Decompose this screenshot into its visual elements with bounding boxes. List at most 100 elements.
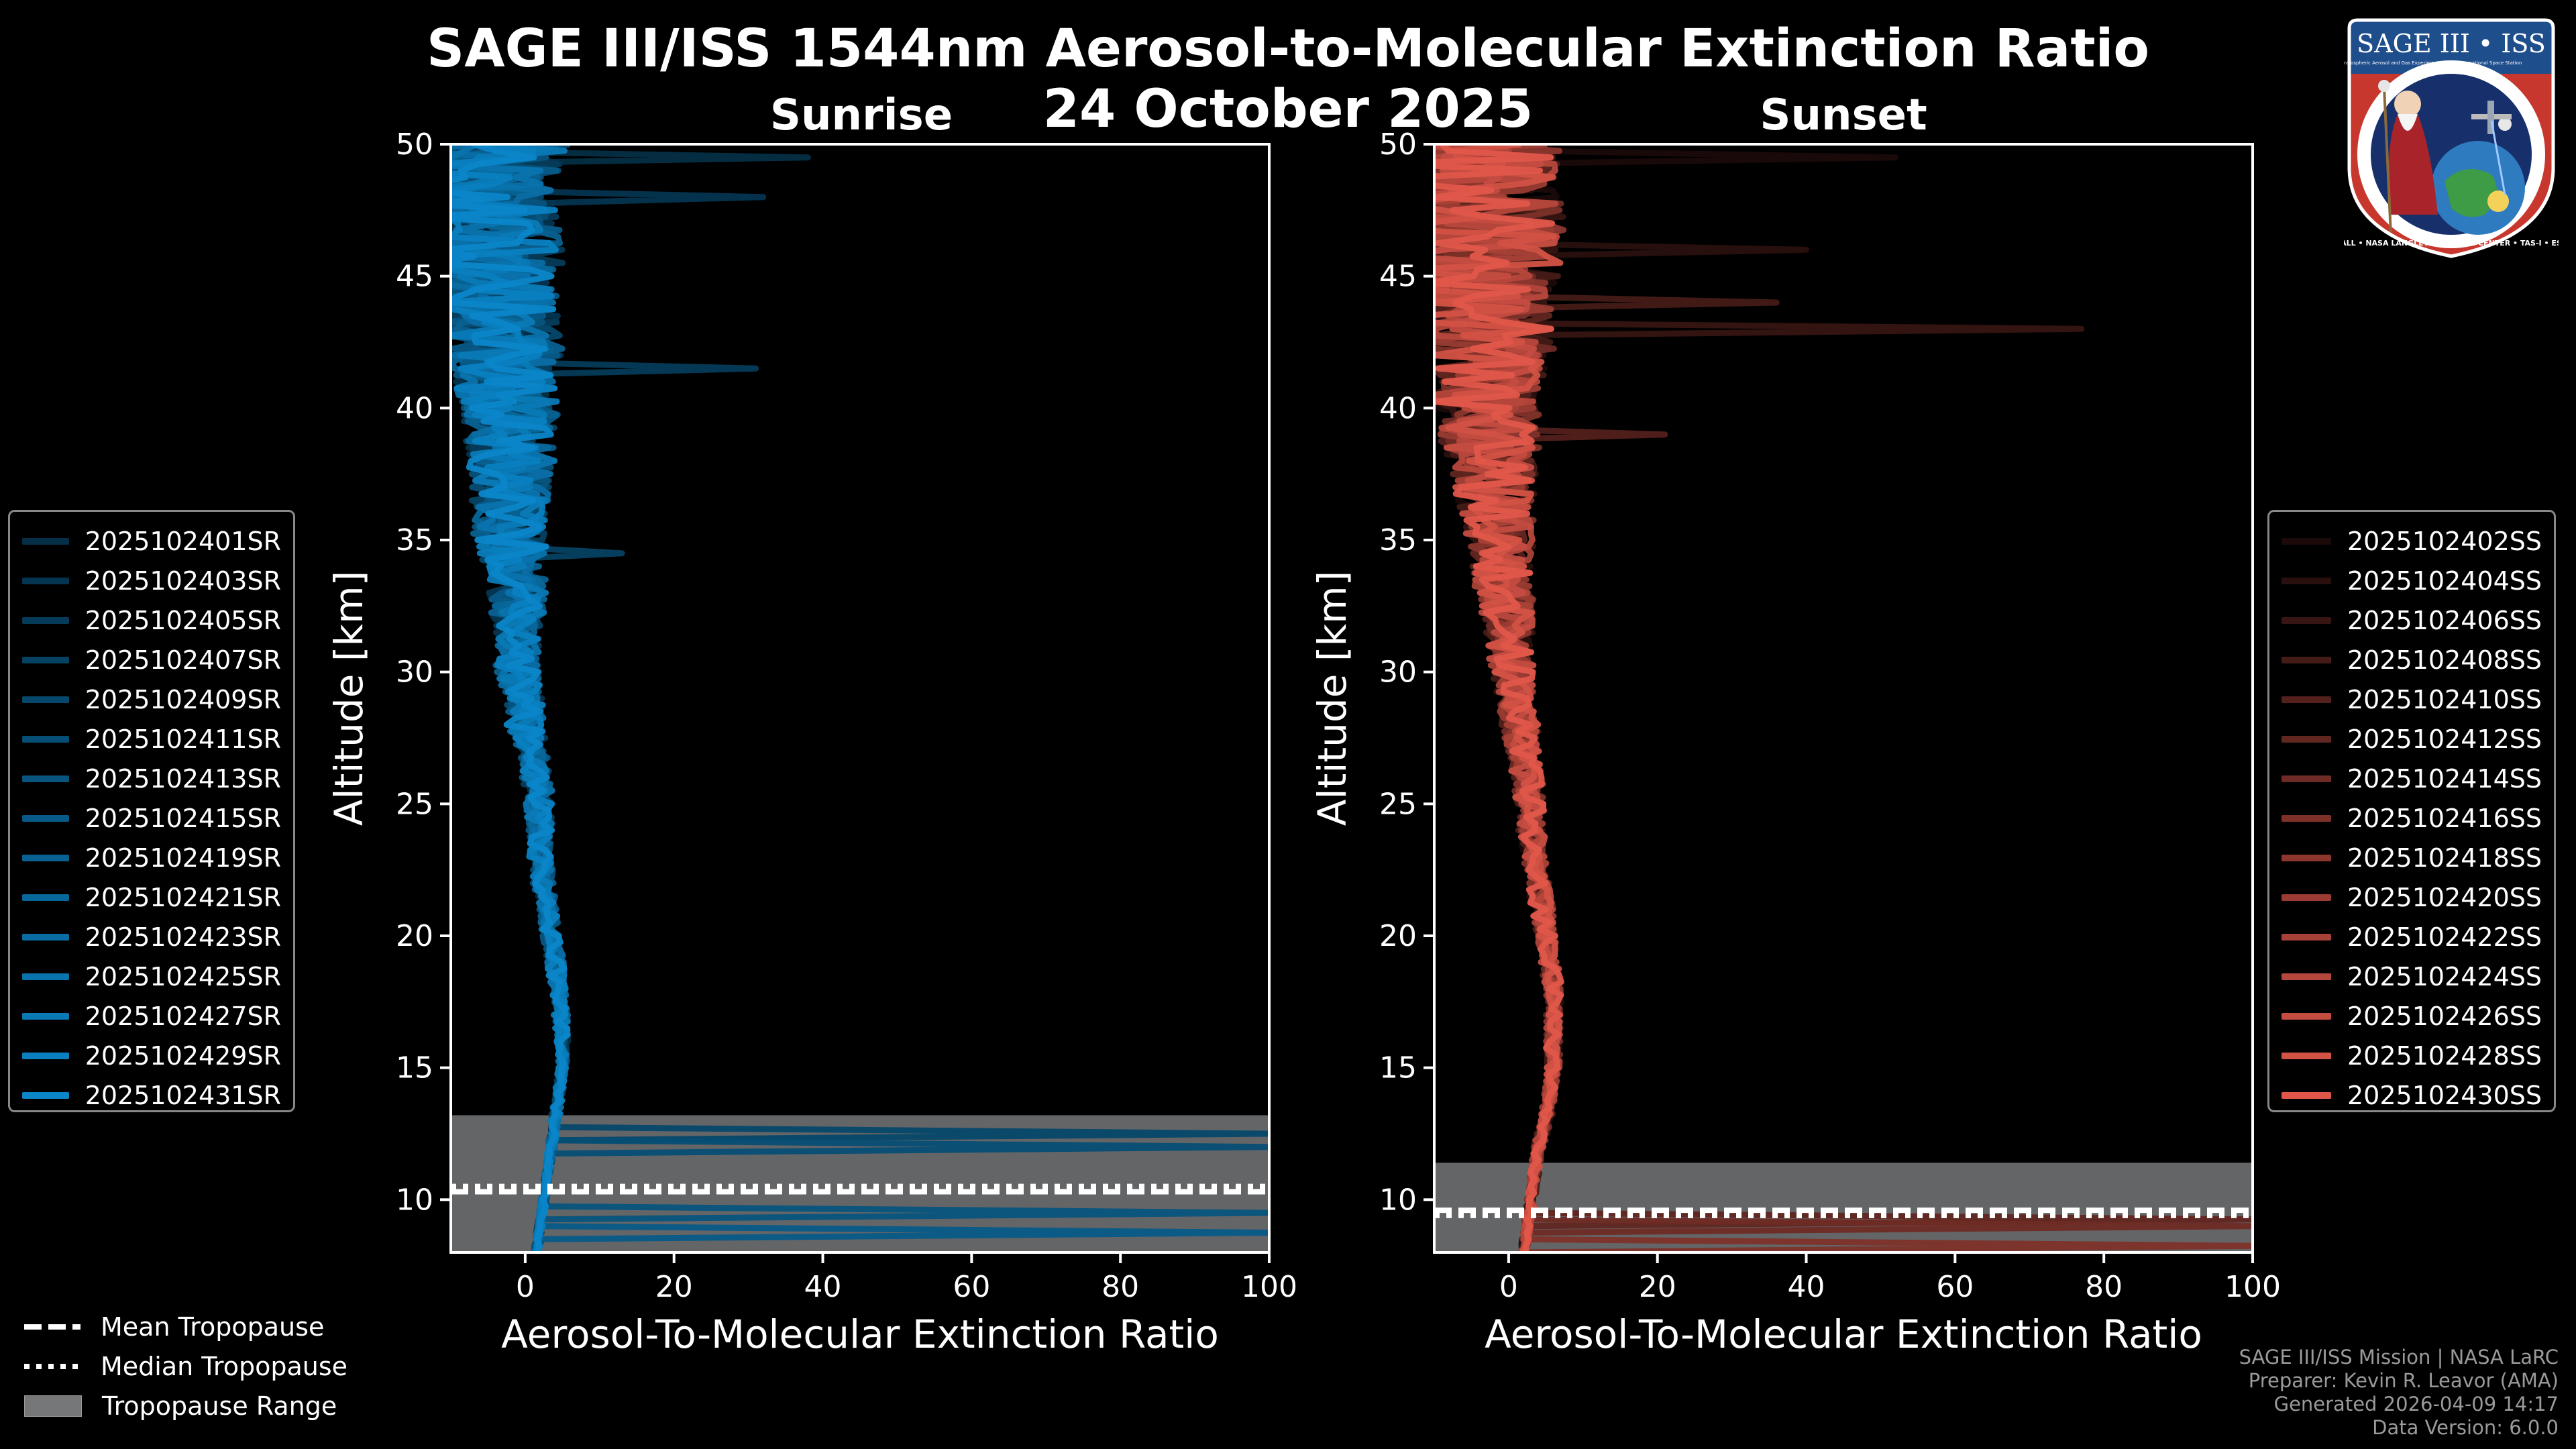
sunset-legend-swatch (2282, 696, 2331, 703)
sunrise-legend-swatch (22, 656, 69, 663)
sunrise-legend-swatch (22, 537, 69, 545)
sunset-legend-entry: 2025102430SS (2282, 1075, 2542, 1115)
sunset-profile-2025102430SS (1434, 144, 1564, 1252)
sunrise-legend-entry: 2025102403SR (22, 561, 281, 600)
sunset-legend-swatch (2282, 1012, 2331, 1020)
median-tropopause-label: Median Tropopause (101, 1351, 347, 1381)
sunrise-legend-swatch (22, 616, 69, 624)
sunrise-profile-2025102431SR (451, 144, 571, 1252)
sunset-ytick-label: 50 (1379, 127, 1417, 162)
sunset-profiles (1434, 144, 2253, 1252)
tropopause-range-label: Tropopause Range (102, 1391, 337, 1421)
sunrise-legend-label: 2025102415SR (85, 803, 281, 833)
sunrise-legend-entry: 2025102427SR (22, 996, 281, 1036)
sunrise-ytick-label: 50 (396, 127, 433, 162)
credits: SAGE III/ISS Mission | NASA LaRC Prepare… (2239, 1346, 2559, 1440)
sunrise-legend-label: 2025102431SR (85, 1080, 281, 1110)
sunrise-legend-entry: 2025102401SR (22, 521, 281, 561)
sunrise-legend-label: 2025102423SR (85, 922, 281, 952)
sunrise-legend-swatch (22, 854, 69, 861)
sunset-axes-frame (1433, 143, 2254, 1254)
sunset-xtick-label: 40 (1788, 1270, 1825, 1304)
sunset-legend-entry: 2025102420SS (2282, 877, 2542, 917)
sunrise-legend-entry: 2025102419SR (22, 838, 281, 877)
sunset-legend-entry: 2025102414SS (2282, 759, 2542, 798)
sunrise-legend-swatch (22, 1091, 69, 1099)
sunrise-ytick-label: 10 (396, 1183, 433, 1217)
sunrise-legend-label: 2025102429SR (85, 1040, 281, 1071)
sunrise-xtick-label: 40 (804, 1270, 842, 1304)
mean-tropopause-label: Mean Tropopause (101, 1311, 325, 1342)
figure-title: SAGE III/ISS 1544nm Aerosol-to-Molecular… (427, 19, 2149, 79)
sunrise-legend-entry: 2025102411SR (22, 719, 281, 759)
sunset-legend-swatch (2282, 775, 2331, 782)
sunset-legend-entry: 2025102410SS (2282, 680, 2542, 719)
sunset-legend-swatch (2282, 1091, 2331, 1099)
sunrise-legend-swatch (22, 577, 69, 584)
sunrise-legend-label: 2025102425SR (85, 961, 281, 991)
sunset-legend-swatch (2282, 854, 2331, 861)
sunset-legend-label: 2025102426SS (2347, 1001, 2542, 1031)
sunset-legend-entry: 2025102402SS (2282, 521, 2542, 561)
median-tropopause-entry: Median Tropopause (24, 1346, 347, 1386)
sunset-xtick-label: 80 (2085, 1270, 2123, 1304)
sunrise-legend-label: 2025102403SR (85, 566, 281, 596)
sunset-ytick-label: 35 (1379, 523, 1417, 557)
sunrise-legend-label: 2025102409SR (85, 684, 281, 714)
sunset-ytick-label: 30 (1379, 655, 1417, 690)
sunset-ytick-label: 15 (1379, 1051, 1417, 1085)
sunrise-legend-label: 2025102421SR (85, 882, 281, 912)
sunset-xtick-label: 0 (1499, 1270, 1518, 1304)
sunset-legend-label: 2025102412SS (2347, 724, 2542, 754)
tropopause-range-swatch (24, 1395, 82, 1417)
median-tropopause-swatch (24, 1363, 80, 1369)
sunset-xtick-label: 60 (1936, 1270, 1974, 1304)
credit-preparer: Preparer: Kevin R. Leavor (AMA) (2248, 1369, 2559, 1392)
sunrise-legend-swatch (22, 933, 69, 941)
sunset-legend: 2025102402SS 2025102404SS 2025102406SS 2025… (2267, 510, 2556, 1112)
sunrise-legend-swatch (22, 814, 69, 822)
sunset-legend-label: 2025102422SS (2347, 922, 2542, 952)
sunrise-panel-title: Sunrise (769, 91, 953, 140)
sunrise-xtick-label: 80 (1102, 1270, 1139, 1304)
sunrise-legend-label: 2025102427SR (85, 1001, 281, 1031)
sunrise-legend-label: 2025102405SR (85, 605, 281, 635)
sunrise-ytick-label: 30 (396, 655, 433, 690)
sage-iii-iss-mission-logo: SAGE III • ISS Stratospheric Aerosol and… (2344, 18, 2559, 258)
sunrise-legend-label: 2025102419SR (85, 843, 281, 873)
sunset-y-axis-label: Altitude [km] (1309, 571, 1355, 826)
sunset-ytick-label: 10 (1379, 1183, 1417, 1217)
sunrise-legend: 2025102401SR 2025102403SR 2025102405SR 2025… (8, 510, 295, 1112)
sunset-legend-swatch (2282, 933, 2331, 941)
mean-tropopause-entry: Mean Tropopause (24, 1307, 347, 1346)
logo-caption-left: Stratospheric Aerosol and Gas Experiment… (2344, 60, 2445, 66)
credit-generated: Generated 2026-04-09 14:17 (2273, 1393, 2559, 1415)
sunset-xtick-label: 100 (2224, 1270, 2281, 1304)
sunrise-profiles (451, 144, 1269, 1252)
sunset-legend-label: 2025102404SS (2347, 566, 2542, 596)
sunrise-legend-swatch (22, 1012, 69, 1020)
sunset-legend-label: 2025102428SS (2347, 1040, 2542, 1071)
sunset-legend-swatch (2282, 656, 2331, 663)
sunrise-legend-entry: 2025102405SR (22, 600, 281, 640)
sunrise-legend-swatch (22, 775, 69, 782)
sunset-legend-label: 2025102414SS (2347, 763, 2542, 794)
sunrise-legend-entry: 2025102409SR (22, 680, 281, 719)
sunrise-legend-entry: 2025102415SR (22, 798, 281, 838)
sunset-legend-swatch (2282, 1052, 2331, 1059)
sunset-legend-swatch (2282, 894, 2331, 901)
sunset-legend-label: 2025102408SS (2347, 645, 2542, 675)
sunrise-legend-swatch (22, 973, 69, 980)
sunset-legend-entry: 2025102428SS (2282, 1036, 2542, 1075)
sunrise-legend-swatch (22, 894, 69, 901)
sunset-legend-swatch (2282, 814, 2331, 822)
sunrise-legend-swatch (22, 696, 69, 703)
figure-subtitle-date: 24 October 2025 (1042, 79, 1534, 140)
sunrise-legend-swatch (22, 1052, 69, 1059)
sunrise-ytick-label: 15 (396, 1051, 433, 1085)
sunrise-legend-entry: 2025102429SR (22, 1036, 281, 1075)
sunset-ytick-label: 45 (1379, 260, 1417, 294)
sunset-xtick-label: 20 (1639, 1270, 1676, 1304)
